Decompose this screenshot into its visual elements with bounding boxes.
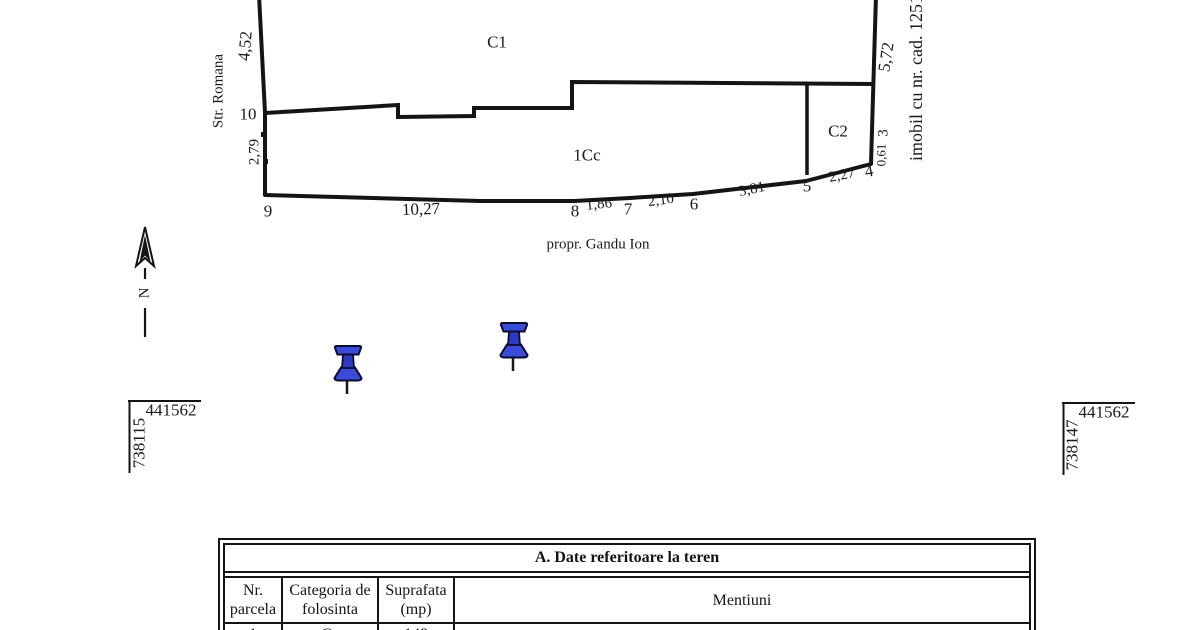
col-header-suprafata: Suprafata (mp) [379,578,455,622]
table-title: A. Date referitoare la teren [225,545,1029,573]
dim-label: 0,61 [873,143,889,167]
neighbor-parcel-label: imobil cu nr. cad. 1251 [906,0,926,161]
boundary-point-mark [263,159,268,164]
point-label-10: 10 [239,104,257,124]
coord-corner-left [128,400,201,473]
coord-corner-right [1062,402,1135,475]
col-header-nr-parcela: Nr. parcela [225,578,283,622]
owner-label: propr. Gandu Ion [546,236,650,253]
dim-label: 2,79 [246,138,263,166]
cell-nr-parcela: 1 [225,624,283,630]
parcel-label-1cc: 1Cc [573,145,601,165]
col-header-categoria: Categoria de folosinta [283,578,379,622]
teren-table-inner: A. Date referitoare la teren Nr. parcela… [223,543,1031,630]
dim-label: 1,86 [585,195,613,214]
north-label: N [136,287,153,299]
cell-categoria: Cc [283,624,379,630]
building-line [264,79,875,120]
table-title-separator [225,573,1029,578]
coord-east-left: 441562 [145,400,197,420]
cell-suprafata: 148 [379,624,455,630]
north-arrow [134,226,156,337]
teren-table: A. Date referitoare la teren Nr. parcela… [218,538,1036,630]
point-label-9: 9 [263,201,273,221]
col-header-mentiuni: Mentiuni [712,591,772,609]
pushpin-icon [333,345,363,394]
boundary-point-mark [261,132,266,137]
building-label-c1: C1 [487,32,507,52]
dim-label: 5,72 [874,40,898,74]
coord-north-right: 738147 [1062,419,1082,471]
dim-label: 10,27 [401,198,441,220]
dim-label: 4,52 [234,30,256,62]
point-label-3: 3 [875,129,892,137]
coord-north-left: 738115 [129,417,149,469]
cell-mentiuni [455,624,1029,630]
point-label-5: 5 [802,176,812,196]
table-header-row: Nr. parcela Categoria de folosinta Supra… [225,578,1029,624]
point-label-6: 6 [689,194,699,214]
building-label-c2: C2 [828,121,848,141]
parcel-outline [257,0,878,203]
coord-east-right: 441562 [1078,402,1130,422]
table-row: 1 Cc 148 [225,624,1029,630]
street-name-label: Str. Romana [210,53,227,129]
point-label-8: 8 [570,201,580,221]
pushpin-icon [499,322,529,371]
point-label-7: 7 [623,199,633,219]
